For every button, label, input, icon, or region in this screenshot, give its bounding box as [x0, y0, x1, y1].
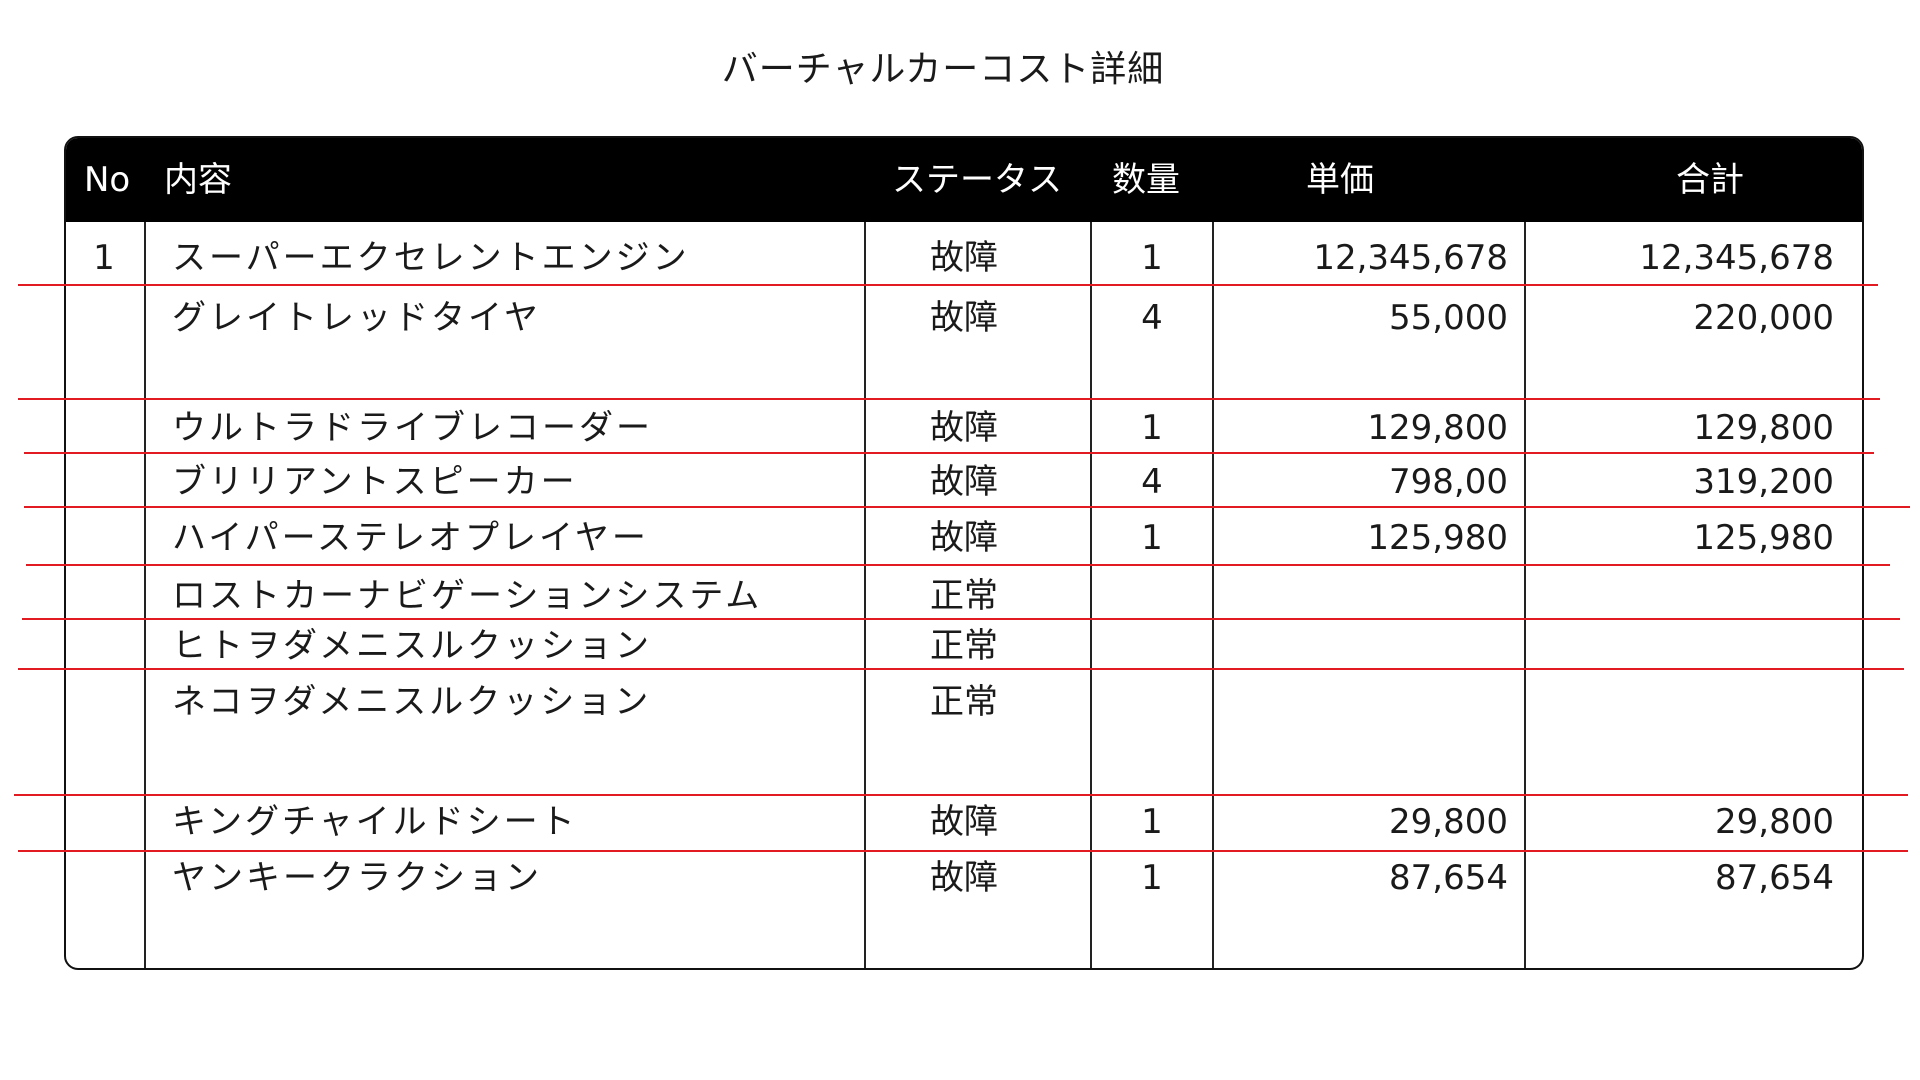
cell-no: 1 — [93, 238, 115, 278]
cell-unit-price: 798,00 — [1389, 462, 1508, 502]
cell-status: 故障 — [930, 462, 998, 502]
cell-qty: 1 — [1141, 858, 1163, 898]
row-separator — [24, 452, 1874, 454]
row-separator — [18, 668, 1904, 670]
cell-unit-price: 125,980 — [1367, 518, 1508, 558]
cell-status: 正常 — [930, 626, 998, 666]
row-separator — [14, 794, 1908, 796]
cell-unit-price: 29,800 — [1389, 802, 1508, 842]
cell-item: ウルトラドライブレコーダー — [172, 408, 653, 448]
cell-item: ブリリアントスピーカー — [172, 462, 578, 502]
cell-total: 125,980 — [1693, 518, 1834, 558]
cell-status: 正常 — [930, 682, 998, 722]
row-separator — [18, 398, 1880, 400]
header-item: 内容 — [164, 160, 232, 200]
cell-item: ネコヲダメニスルクッション — [172, 682, 652, 722]
cell-qty: 4 — [1141, 462, 1163, 502]
cell-status: 故障 — [930, 518, 998, 558]
column-divider — [864, 222, 866, 968]
cell-unit-price: 129,800 — [1367, 408, 1508, 448]
cell-status: 故障 — [930, 238, 998, 278]
cell-status: 故障 — [930, 802, 998, 842]
cell-total: 319,200 — [1693, 462, 1834, 502]
cell-unit-price: 12,345,678 — [1313, 238, 1508, 278]
cell-qty: 1 — [1141, 408, 1163, 448]
column-divider — [1090, 222, 1092, 968]
cell-status: 故障 — [930, 298, 998, 338]
cell-total: 87,654 — [1715, 858, 1834, 898]
column-divider — [1212, 222, 1214, 968]
header-no: No — [84, 160, 131, 200]
cell-status: 故障 — [930, 858, 998, 898]
cell-total: 220,000 — [1693, 298, 1834, 338]
cell-unit-price: 87,654 — [1389, 858, 1508, 898]
cell-total: 12,345,678 — [1639, 238, 1834, 278]
cell-item: キングチャイルドシート — [172, 802, 578, 842]
cost-table: No 内容 ステータス 数量 単価 合計 — [64, 136, 1864, 970]
cell-unit-price: 55,000 — [1389, 298, 1508, 338]
cell-item: グレイトレッドタイヤ — [172, 298, 541, 338]
header-qty: 数量 — [1112, 160, 1180, 200]
table-header: No 内容 ステータス 数量 単価 合計 — [66, 138, 1862, 222]
column-divider — [1524, 222, 1526, 968]
page-title: バーチャルカーコスト詳細 — [721, 49, 1165, 90]
cell-item: スーパーエクセレントエンジン — [172, 238, 690, 278]
row-separator — [18, 850, 1908, 852]
header-total: 合計 — [1676, 160, 1744, 200]
header-unit-price: 単価 — [1306, 160, 1374, 200]
cell-status: 正常 — [930, 576, 998, 616]
row-separator — [22, 618, 1900, 620]
cell-item: ハイパーステレオプレイヤー — [172, 518, 649, 558]
cell-item: ヤンキークラクション — [172, 858, 542, 898]
row-separator — [26, 564, 1890, 566]
cell-qty: 4 — [1141, 298, 1163, 338]
row-separator — [24, 506, 1910, 508]
column-divider — [144, 222, 146, 968]
cell-item: ヒトヲダメニスルクッション — [172, 626, 652, 666]
cell-total: 129,800 — [1693, 408, 1834, 448]
cell-qty: 1 — [1141, 802, 1163, 842]
cell-total: 29,800 — [1715, 802, 1834, 842]
header-status: ステータス — [892, 160, 1062, 200]
cell-item: ロストカーナビゲーションシステム — [172, 576, 763, 616]
cell-qty: 1 — [1141, 238, 1163, 278]
cell-qty: 1 — [1141, 518, 1163, 558]
row-separator — [18, 284, 1878, 286]
cell-status: 故障 — [930, 408, 998, 448]
